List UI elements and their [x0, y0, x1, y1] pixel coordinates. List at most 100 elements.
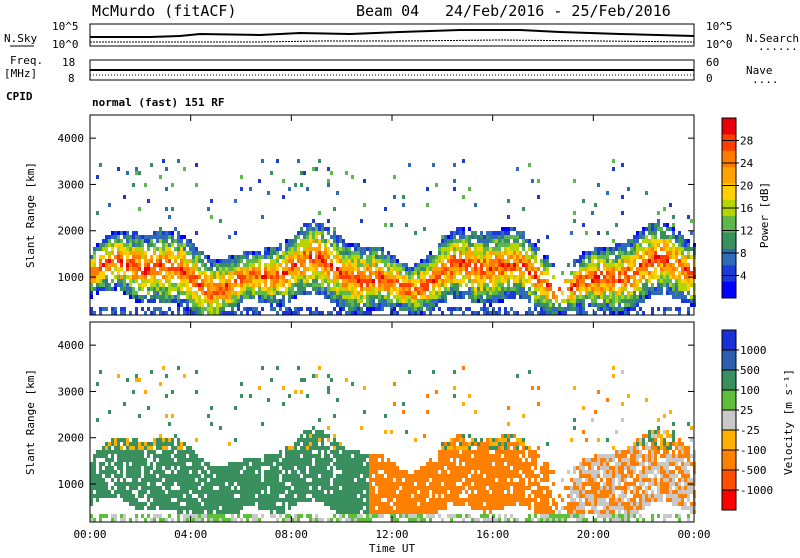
power-cell: [534, 271, 537, 275]
velocity-cell: [372, 514, 375, 518]
velocity-cell: [303, 438, 306, 442]
power-cell: [354, 275, 357, 279]
power-cell: [492, 259, 495, 263]
power-cell: [681, 235, 684, 239]
power-cell: [495, 239, 498, 243]
velocity-cell: [399, 474, 402, 478]
power-cell: [462, 275, 465, 279]
power-cell: [675, 267, 678, 271]
power-cell: [324, 287, 327, 291]
power-cell: [501, 299, 504, 303]
power-cell: [159, 287, 162, 291]
power-cell: [279, 275, 282, 279]
velocity-cell: [345, 450, 348, 454]
velocity-cell: [90, 490, 93, 494]
power-cell: [297, 247, 300, 251]
velocity-cell: [477, 442, 480, 446]
power-cell: [195, 247, 198, 251]
power-cell: [183, 251, 186, 255]
velocity-cell: [483, 498, 486, 502]
velocity-cell: [285, 494, 288, 498]
power-cell: [153, 231, 156, 235]
velocity-cell: [354, 506, 357, 510]
velocity-cell: [177, 502, 180, 506]
velocity-cell: [201, 494, 204, 498]
power-cell: [336, 243, 339, 247]
power-cell: [249, 307, 252, 311]
power-cell: [660, 287, 663, 291]
power-cell: [546, 287, 549, 291]
power-cell: [369, 275, 372, 279]
power-cell: [546, 259, 549, 263]
velocity-cell: [468, 502, 471, 506]
velocity-cell: [294, 446, 297, 450]
power-cell: [282, 279, 285, 283]
power-cell: [183, 247, 186, 251]
power-cell: [552, 263, 555, 267]
power-cell: [453, 231, 456, 235]
power-cell: [657, 239, 660, 243]
power-cell: [615, 263, 618, 267]
velocity-cell: [366, 502, 369, 506]
power-cell: [480, 307, 483, 311]
power-cell: [93, 263, 96, 267]
velocity-cell: [156, 478, 159, 482]
velocity-cell: [333, 478, 336, 482]
power-cell: [429, 251, 432, 255]
power-cell: [483, 251, 486, 255]
power-cell: [267, 287, 270, 291]
velocity-cell: [276, 518, 279, 522]
power-cell: [348, 311, 351, 315]
velocity-cell: [342, 482, 345, 486]
power-cell: [363, 275, 366, 279]
velocity-cell: [411, 506, 414, 510]
power-cell: [324, 279, 327, 283]
power-cell: [345, 311, 348, 315]
power-cell: [546, 311, 549, 315]
velocity-cell: [117, 474, 120, 478]
velocity-cell: [102, 450, 105, 454]
power-cell: [195, 283, 198, 287]
velocity-cell: [456, 514, 459, 518]
velocity-cell: [252, 498, 255, 502]
power-cell: [501, 267, 504, 271]
velocity-cell: [312, 518, 315, 522]
velocity-cell: [111, 514, 114, 518]
power-cell: [573, 291, 576, 295]
power-cell: [573, 303, 576, 307]
power-cell: [453, 287, 456, 291]
power-cell: [609, 263, 612, 267]
velocity-cell: [123, 486, 126, 490]
power-cell: [510, 243, 513, 247]
power-cell: [384, 259, 387, 263]
power-cell: [519, 275, 522, 279]
power-cell: [651, 287, 654, 291]
power-cell: [138, 275, 141, 279]
power-cell: [516, 283, 519, 287]
power-cell: [630, 307, 633, 311]
power-cell: [171, 311, 174, 315]
power-cell: [690, 295, 693, 299]
power-cell: [606, 299, 609, 303]
power-cell: [156, 247, 159, 251]
power-cell: [321, 287, 324, 291]
power-cell: [345, 291, 348, 295]
velocity-cell: [153, 514, 156, 518]
power-cell: [474, 311, 477, 315]
power-cell: [138, 239, 141, 243]
power-cell: [297, 287, 300, 291]
power-cell: [633, 283, 636, 287]
velocity-cell: [429, 482, 432, 486]
power-cell: [204, 279, 207, 283]
power-cell: [432, 295, 435, 299]
power-cell: [357, 267, 360, 271]
velocity-cell: [282, 478, 285, 482]
velocity-cell: [294, 450, 297, 454]
velocity-cell: [447, 458, 450, 462]
power-cell: [258, 259, 261, 263]
power-cell: [411, 283, 414, 287]
power-cell: [135, 231, 138, 235]
velocity-cell: [240, 498, 243, 502]
power-cell: [384, 295, 387, 299]
power-cell: [417, 311, 420, 315]
